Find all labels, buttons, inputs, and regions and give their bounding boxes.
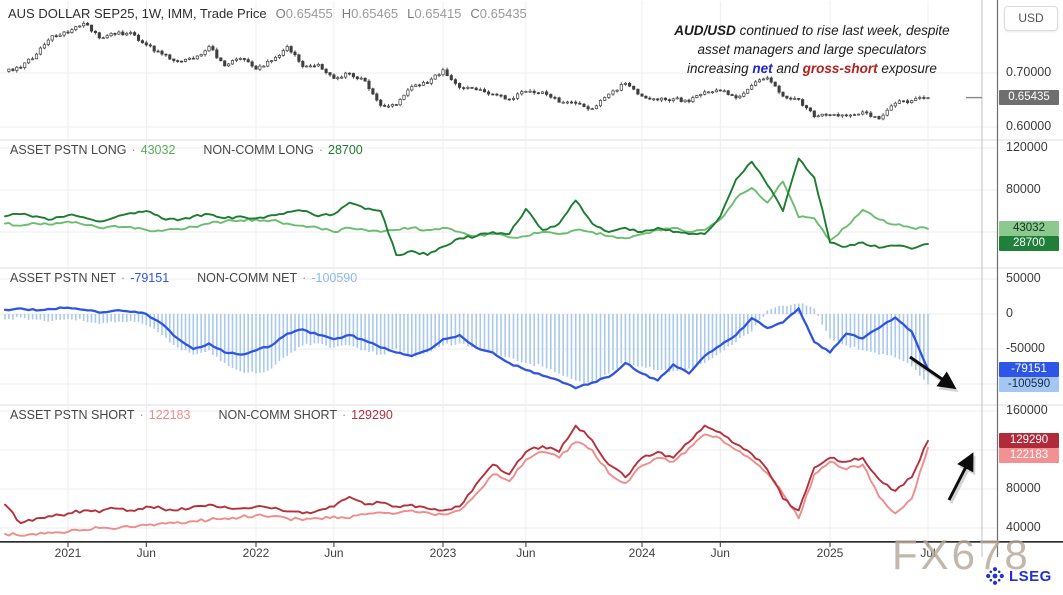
chart-frame bbox=[0, 0, 1063, 557]
annotation-line: AUD/USD continued to rise last week, des… bbox=[628, 21, 996, 40]
ohlc-value: 0.65435 bbox=[479, 6, 527, 21]
legend-value: -100590 bbox=[311, 271, 358, 285]
noncomm-short-line bbox=[4, 424, 929, 525]
time-axis-label: Jul bbox=[920, 546, 936, 560]
ohlc-value: 0.65455 bbox=[285, 6, 333, 21]
annotation-text: exposure bbox=[877, 61, 937, 76]
asset-long-line bbox=[4, 180, 929, 242]
legend-item[interactable]: ASSET PSTN LONG · 43032 bbox=[10, 143, 175, 157]
axis-tick-label: 40000 bbox=[1006, 520, 1041, 534]
annotation-line: increasing net and gross-short exposure bbox=[628, 59, 996, 78]
annotation-text: AUD/USD bbox=[674, 23, 736, 38]
legend-label: NON-COMM LONG bbox=[203, 143, 314, 157]
panel-legend-net: ASSET PSTN NET · -79151 NON-COMM NET · -10059… bbox=[10, 271, 385, 285]
legend-item[interactable]: NON-COMM SHORT · 129290 bbox=[218, 408, 392, 422]
ohlc-key: C bbox=[470, 6, 480, 21]
axis-tick-label: 80000 bbox=[1006, 182, 1041, 196]
value-badge: -100590 bbox=[999, 376, 1059, 392]
value-badge: 122183 bbox=[999, 448, 1059, 464]
lseg-logo: LSEG bbox=[985, 566, 1052, 586]
legend-value: 28700 bbox=[328, 143, 363, 157]
annotation-text: increasing bbox=[687, 61, 753, 76]
axis-tick-label: 120000 bbox=[1006, 140, 1048, 154]
time-axis-label: 2023 bbox=[429, 546, 457, 560]
noncomm-net-histogram bbox=[4, 303, 929, 385]
fx678-watermark: FX678 bbox=[892, 531, 1031, 578]
currency-axis-button[interactable]: USD bbox=[1004, 6, 1058, 31]
lseg-logo-text: LSEG bbox=[1009, 567, 1052, 585]
value-badge: 28700 bbox=[999, 236, 1059, 252]
legend-separator: · bbox=[139, 408, 144, 422]
time-axis-label: Jun bbox=[324, 546, 344, 560]
legend-label: ASSET PSTN LONG bbox=[10, 143, 127, 157]
legend-label: NON-COMM SHORT bbox=[218, 408, 337, 422]
legend-value: 43032 bbox=[140, 143, 176, 157]
asset-net-line bbox=[3, 306, 930, 390]
time-axis-label: 2022 bbox=[242, 546, 270, 560]
annotation-text: asset managers and large speculators bbox=[697, 42, 927, 57]
time-axis-label: 2025 bbox=[816, 546, 844, 560]
legend-separator: · bbox=[318, 143, 323, 157]
annotation-text: gross-short bbox=[802, 61, 878, 76]
time-axis-label: 2024 bbox=[628, 546, 656, 560]
legend-item[interactable]: NON-COMM LONG · 28700 bbox=[203, 143, 362, 157]
value-badge: 129290 bbox=[999, 433, 1059, 449]
time-axis-label: Jun bbox=[710, 546, 730, 560]
instrument-title[interactable]: AUS DOLLAR SEP25, 1W, IMM, Trade Price bbox=[8, 6, 267, 21]
legend-value: -79151 bbox=[130, 271, 170, 285]
ohlc-values: O0.65455 H0.65465 L0.65415 C0.65435 bbox=[267, 6, 527, 21]
trend-arrow-up bbox=[947, 452, 976, 504]
axis-tick-label: 80000 bbox=[1006, 481, 1041, 495]
axis-tick-label: 50000 bbox=[1006, 271, 1041, 285]
axis-tick-label: -50000 bbox=[1006, 341, 1045, 355]
legend-separator: · bbox=[131, 143, 136, 157]
axis-tick-label: 160000 bbox=[1006, 403, 1048, 417]
ohlc-key: H bbox=[341, 6, 352, 21]
axis-tick-label: 0 bbox=[1006, 306, 1013, 320]
panel-legend-long: ASSET PSTN LONG · 43032 NON-COMM LONG · 28700 bbox=[10, 143, 391, 157]
legend-separator: · bbox=[121, 271, 126, 285]
ohlc-value: 0.65465 bbox=[351, 6, 399, 21]
legend-label: NON-COMM NET bbox=[197, 271, 298, 285]
value-badge: 0.65435 bbox=[999, 90, 1059, 106]
axis-tick-label: 0.60000 bbox=[1006, 119, 1052, 133]
legend-item[interactable]: ASSET PSTN SHORT · 122183 bbox=[10, 408, 190, 422]
annotation-text: and bbox=[772, 61, 803, 76]
ohlc-key: L bbox=[407, 6, 415, 21]
legend-value: 129290 bbox=[351, 408, 393, 422]
legend-separator: · bbox=[302, 271, 307, 285]
axis-tick-label: 0.70000 bbox=[1006, 65, 1052, 79]
annotation-text: continued to rise last week, despite bbox=[735, 23, 950, 38]
value-badge: 43032 bbox=[999, 221, 1059, 237]
analyst-annotation: AUD/USD continued to rise last week, des… bbox=[628, 21, 996, 78]
trend-arrow-down bbox=[909, 355, 959, 393]
annotation-text: net bbox=[752, 61, 773, 76]
lseg-crest-icon bbox=[986, 567, 1004, 585]
legend-label: ASSET PSTN NET bbox=[10, 271, 117, 285]
annotation-line: asset managers and large speculators bbox=[628, 40, 996, 59]
chart-title-bar[interactable]: AUS DOLLAR SEP25, 1W, IMM, Trade Price O0… bbox=[8, 6, 527, 21]
legend-item[interactable]: ASSET PSTN NET · -79151 bbox=[10, 271, 169, 285]
time-axis-label: 2021 bbox=[54, 546, 82, 560]
ohlc-value: 0.65415 bbox=[414, 6, 462, 21]
panel-legend-short: ASSET PSTN SHORT · 122183 NON-COMM SHORT · 12… bbox=[10, 408, 421, 422]
ohlc-key: O bbox=[275, 6, 286, 21]
value-badge: -79151 bbox=[999, 361, 1059, 377]
time-axis-label: Jun bbox=[516, 546, 536, 560]
legend-separator: · bbox=[341, 408, 347, 422]
legend-item[interactable]: NON-COMM NET · -100590 bbox=[197, 271, 357, 285]
candlestick-series bbox=[7, 21, 930, 121]
legend-label: ASSET PSTN SHORT bbox=[10, 408, 135, 422]
noncomm-long-line bbox=[4, 157, 929, 257]
legend-value: 122183 bbox=[148, 408, 191, 422]
time-axis-label: Jun bbox=[136, 546, 156, 560]
